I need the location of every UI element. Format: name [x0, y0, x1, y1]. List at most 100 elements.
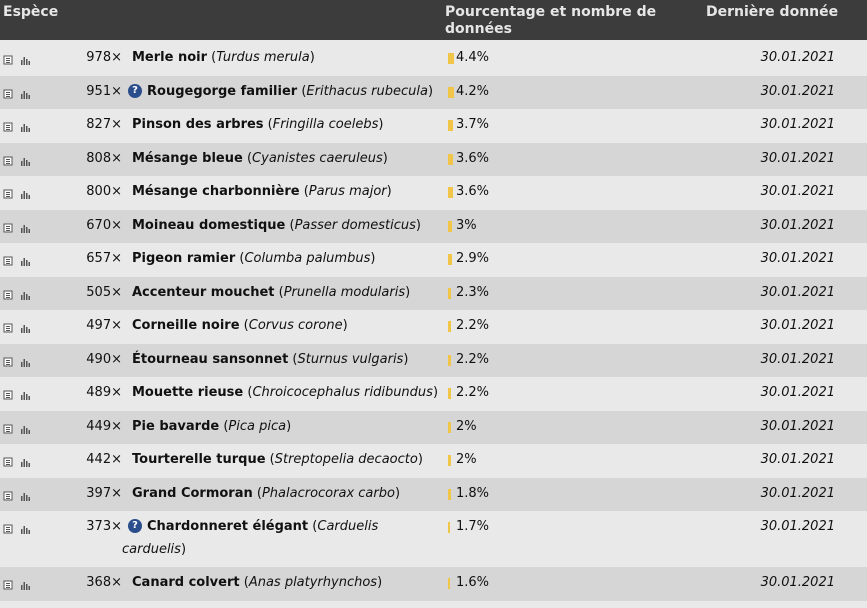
- list-icon[interactable]: [3, 423, 13, 433]
- chart-icon[interactable]: [20, 155, 30, 166]
- table-row[interactable]: 489× Mouette rieuse (Chroicocephalus ridi…: [0, 377, 867, 411]
- list-icon[interactable]: [3, 188, 13, 199]
- species-name[interactable]: Moineau domestique (Passer domesticus): [132, 217, 421, 233]
- table-row[interactable]: 397× Grand Cormoran (Phalacrocorax carbo)…: [0, 477, 867, 511]
- common-name[interactable]: Accenteur mouchet: [132, 284, 275, 300]
- chart-icon[interactable]: [20, 523, 30, 534]
- list-icon[interactable]: [3, 155, 13, 165]
- table-row[interactable]: 490× Étourneau sansonnet (Sturnus vulgari…: [0, 343, 867, 377]
- table-row[interactable]: 951×? Rougegorge familier (Erithacus rube…: [0, 75, 867, 109]
- common-name[interactable]: Mésange bleue: [132, 150, 243, 166]
- list-icon[interactable]: [3, 356, 13, 366]
- list-icon[interactable]: [3, 88, 13, 98]
- info-icon[interactable]: ?: [128, 83, 142, 98]
- last-record-date: 30.01.2021: [760, 385, 835, 400]
- common-name[interactable]: Mouette rieuse: [132, 385, 244, 400]
- table-row[interactable]: 657× Pigeon ramier (Columba palumbus) 2.9%…: [0, 243, 867, 277]
- list-icon[interactable]: [3, 54, 13, 65]
- chart-icon[interactable]: [20, 490, 30, 501]
- species-name[interactable]: Mésange bleue (Cyanistes caeruleus): [132, 150, 388, 166]
- chart-icon[interactable]: [20, 255, 30, 266]
- species-name[interactable]: Corneille noire (Corvus corone): [132, 318, 348, 333]
- chart-icon[interactable]: [20, 579, 30, 590]
- record-count: 497×: [86, 318, 122, 333]
- list-icon[interactable]: [3, 579, 13, 590]
- last-record-date: 30.01.2021: [760, 150, 835, 166]
- species-name[interactable]: Pinson des arbres (Fringilla coelebs): [132, 117, 384, 132]
- species-name[interactable]: Mésange charbonnière (Parus major): [132, 184, 392, 199]
- percentage-value: 2.9%: [456, 251, 490, 266]
- table-row[interactable]: 978× Merle noir (Turdus merula) 4.4% 30.01.…: [0, 42, 867, 76]
- table-row[interactable]: 449× Pie bavarde (Pica pica) 2% 30.01.2021: [0, 410, 867, 444]
- scientific-name: Streptopelia decaocto: [274, 452, 418, 467]
- species-name[interactable]: Canard colvert (Anas platyrhynchos): [132, 575, 383, 590]
- list-icon[interactable]: [3, 121, 13, 132]
- species-name[interactable]: Chardonneret élégant (Carduelis: [147, 519, 379, 534]
- species-name[interactable]: Étourneau sansonnet (Sturnus vulgaris): [132, 351, 409, 367]
- list-icon[interactable]: [3, 389, 13, 400]
- table-row[interactable]: 373×? Chardonneret élégant (Carduelis card…: [0, 511, 867, 567]
- common-name[interactable]: Chardonneret élégant: [147, 519, 309, 534]
- table-row[interactable]: 800× Mésange charbonnière (Parus major) 3.…: [0, 176, 867, 210]
- table-row[interactable]: 442× Tourterelle turque (Streptopelia dec…: [0, 444, 867, 478]
- species-name[interactable]: Tourterelle turque (Streptopelia decaoct…: [132, 452, 423, 467]
- common-name[interactable]: Pinson des arbres: [132, 117, 264, 132]
- common-name[interactable]: Étourneau sansonnet: [132, 351, 289, 367]
- common-name[interactable]: Pie bavarde: [132, 418, 220, 434]
- table-row[interactable]: 670× Moineau domestique (Passer domesticu…: [0, 209, 867, 243]
- list-icon[interactable]: [3, 289, 13, 299]
- list-icon[interactable]: [3, 222, 13, 232]
- list-icon[interactable]: [3, 456, 13, 467]
- common-name[interactable]: Pigeon ramier: [132, 251, 236, 266]
- table-row[interactable]: 505× Accenteur mouchet (Prunella modulari…: [0, 276, 867, 310]
- list-icon[interactable]: [3, 523, 13, 534]
- chart-icon[interactable]: [20, 389, 30, 400]
- common-name[interactable]: Mésange charbonnière: [132, 184, 300, 199]
- chart-icon[interactable]: [20, 121, 30, 132]
- chart-icon[interactable]: [20, 289, 30, 300]
- table-row[interactable]: 808× Mésange bleue (Cyanistes caeruleus) 3…: [0, 142, 867, 176]
- percentage-value: 1.6%: [456, 575, 490, 590]
- species-name[interactable]: Accenteur mouchet (Prunella modularis): [132, 284, 411, 300]
- common-name[interactable]: Merle noir: [132, 50, 208, 65]
- species-name[interactable]: Merle noir (Turdus merula): [132, 50, 315, 65]
- chart-icon[interactable]: [20, 188, 30, 199]
- common-name[interactable]: Corneille noire: [132, 318, 240, 333]
- header-percent[interactable]: Pourcentage et nombre de données: [445, 4, 657, 37]
- record-count: 442×: [86, 452, 122, 467]
- chart-icon[interactable]: [20, 222, 30, 233]
- species-name[interactable]: Mouette rieuse (Chroicocephalus ridibund…: [132, 385, 439, 400]
- species-name[interactable]: Grand Cormoran (Phalacrocorax carbo): [132, 485, 401, 501]
- scientific-name-continued: carduelis): [122, 542, 187, 557]
- last-record-date: 30.01.2021: [760, 217, 835, 233]
- chart-icon[interactable]: [20, 54, 30, 65]
- table-row[interactable]: 368× Canard colvert (Anas platyrhynchos) 1…: [0, 567, 867, 601]
- scientific-name: Prunella modularis: [283, 284, 406, 300]
- chart-icon[interactable]: [20, 456, 30, 467]
- table-row[interactable]: 497× Corneille noire (Corvus corone) 2.2% 3…: [0, 310, 867, 344]
- species-name[interactable]: Rougegorge familier (Erithacus rubecula): [147, 83, 434, 99]
- common-name[interactable]: Canard colvert: [132, 575, 240, 590]
- list-icon[interactable]: [3, 322, 13, 333]
- common-name[interactable]: Moineau domestique: [132, 217, 286, 233]
- last-record-date: 30.01.2021: [760, 575, 835, 590]
- header-last-record[interactable]: Dernière donnée: [706, 4, 839, 20]
- common-name[interactable]: Grand Cormoran: [132, 485, 253, 501]
- percentage-bar: [448, 120, 453, 131]
- chart-icon[interactable]: [20, 423, 30, 434]
- list-icon[interactable]: [3, 490, 13, 500]
- record-count: 489×: [86, 385, 122, 400]
- chart-icon[interactable]: [20, 322, 30, 333]
- last-record-date: 30.01.2021: [760, 485, 835, 501]
- common-name[interactable]: Rougegorge familier: [147, 83, 298, 99]
- species-name[interactable]: Pigeon ramier (Columba palumbus): [132, 251, 376, 266]
- species-name[interactable]: Pie bavarde (Pica pica): [132, 418, 292, 434]
- info-icon[interactable]: ?: [128, 519, 142, 533]
- header-species[interactable]: Espèce: [3, 4, 59, 20]
- common-name[interactable]: Tourterelle turque: [132, 452, 266, 467]
- chart-icon[interactable]: [20, 88, 30, 99]
- table-row[interactable]: 827× Pinson des arbres (Fringilla coelebs…: [0, 109, 867, 143]
- list-icon[interactable]: [3, 255, 13, 266]
- chart-icon[interactable]: [20, 356, 30, 367]
- record-count: 978×: [86, 50, 122, 65]
